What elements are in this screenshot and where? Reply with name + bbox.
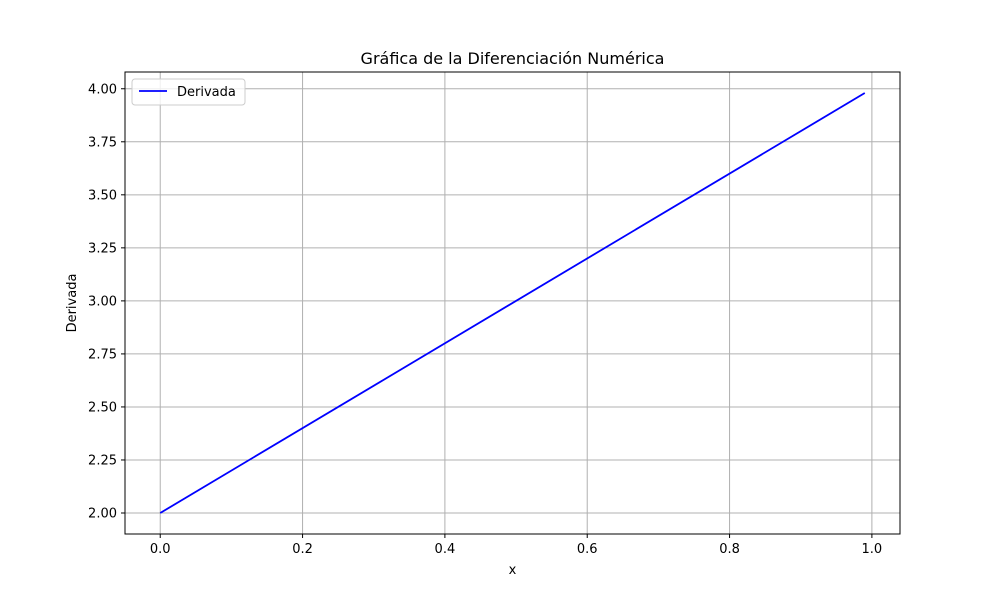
- x-tick-label: 0.2: [292, 542, 313, 557]
- x-axis-ticks: 0.0 0.2 0.4 0.6 0.8 1.0: [150, 534, 882, 557]
- y-tick-label: 3.00: [88, 294, 117, 309]
- y-tick-label: 3.25: [88, 241, 117, 256]
- data-series: [159, 92, 866, 514]
- legend-box: [131, 78, 246, 106]
- y-tick-label: 2.50: [88, 400, 117, 415]
- x-tick-label: 1.0: [862, 542, 883, 557]
- y-tick-label: 2.25: [88, 453, 117, 468]
- y-tick-label: 3.50: [88, 188, 117, 203]
- series-line: [159, 92, 866, 514]
- y-tick-label: 3.75: [88, 135, 117, 150]
- legend: Derivada: [131, 78, 246, 106]
- grid-lines: [125, 72, 900, 534]
- y-tick-label: 4.00: [88, 82, 117, 97]
- y-axis-ticks: 2.00 2.25 2.50 2.75 3.00 3.25 3.50 3.75 4.00: [88, 82, 125, 522]
- y-tick-label: 2.00: [88, 507, 117, 522]
- y-tick-label: 2.75: [88, 347, 117, 362]
- x-tick-label: 0.6: [577, 542, 598, 557]
- y-axis-label: Derivada: [65, 274, 80, 333]
- chart-title: Gráfica de la Diferenciación Numérica: [361, 49, 665, 68]
- x-axis-label: x: [509, 563, 517, 578]
- plot-area-frame: [124, 71, 901, 535]
- legend-label: Derivada: [177, 85, 236, 100]
- x-tick-label: 0.4: [435, 542, 456, 557]
- x-tick-label: 0.0: [150, 542, 171, 557]
- x-tick-label: 0.8: [719, 542, 740, 557]
